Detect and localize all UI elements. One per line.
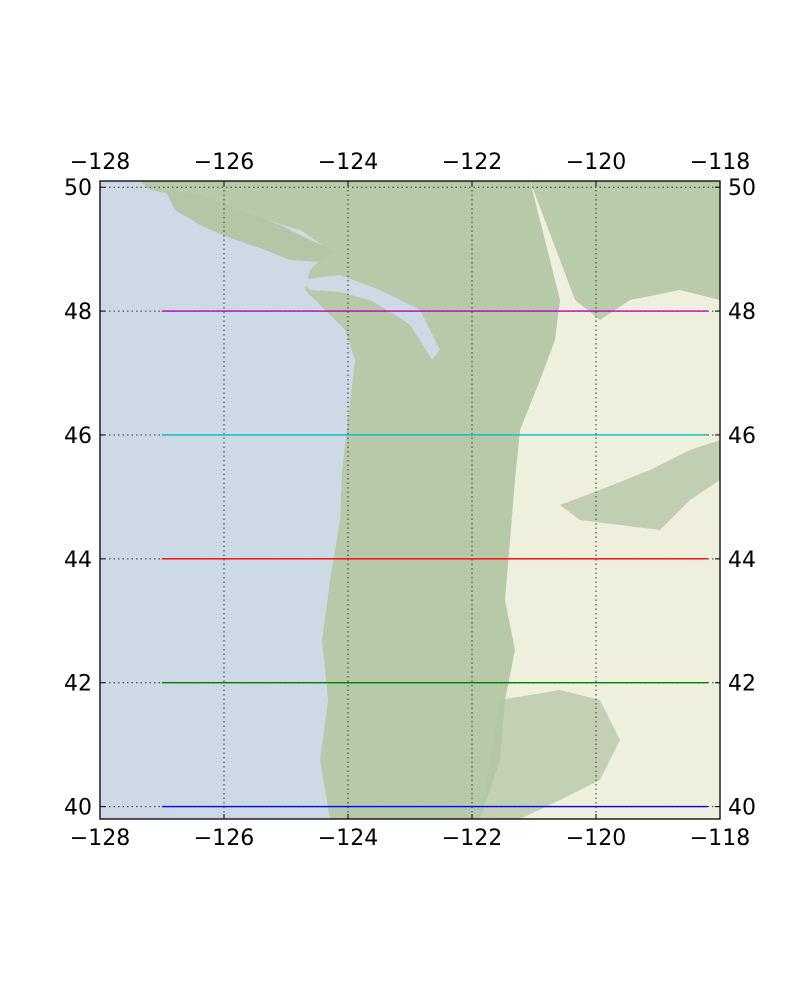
- y-tick-label-right: 50: [728, 176, 756, 201]
- land-forest-area: [560, 440, 720, 530]
- y-tick-label-right: 46: [728, 424, 756, 449]
- x-tick-label-bottom: −128: [70, 826, 130, 851]
- x-tick-label-top: −120: [566, 150, 626, 175]
- x-tick-label-top: −124: [318, 150, 378, 175]
- axis-ticks: [99, 181, 721, 819]
- latitude-lines: [162, 310, 708, 808]
- water-area: [300, 275, 440, 360]
- x-tick-label-bottom: −118: [690, 826, 750, 851]
- x-tick-label-bottom: −126: [194, 826, 254, 851]
- y-tick-label-left: 44: [64, 548, 92, 573]
- x-tick-label-bottom: −124: [318, 826, 378, 851]
- y-tick-label-left: 46: [64, 424, 92, 449]
- land-forest-area: [165, 190, 335, 262]
- y-tick-label-left: 42: [64, 672, 92, 697]
- y-tick-label-right: 42: [728, 672, 756, 697]
- axis-labels: −128 −128 −126 −126 −124 −124 −122 −122 −120 −120…: [64, 150, 756, 851]
- y-tick-label-left: 50: [64, 176, 92, 201]
- x-tick-label-top: −126: [194, 150, 254, 175]
- y-tick-label-left: 40: [64, 796, 92, 821]
- x-tick-label-top: −128: [70, 150, 130, 175]
- y-tick-label-right: 48: [728, 300, 756, 325]
- x-tick-label-top: −118: [690, 150, 750, 175]
- map-frame: [99, 180, 721, 820]
- y-tick-label-right: 44: [728, 548, 756, 573]
- y-tick-label-right: 40: [728, 796, 756, 821]
- basemap-background: [100, 181, 720, 819]
- land-forest-area: [140, 181, 560, 819]
- land-forest-area: [480, 690, 620, 819]
- x-tick-label-bottom: −120: [566, 826, 626, 851]
- land-forest-area: [530, 181, 720, 320]
- x-tick-label-bottom: −122: [442, 826, 502, 851]
- x-tick-label-top: −122: [442, 150, 502, 175]
- y-tick-label-left: 48: [64, 300, 92, 325]
